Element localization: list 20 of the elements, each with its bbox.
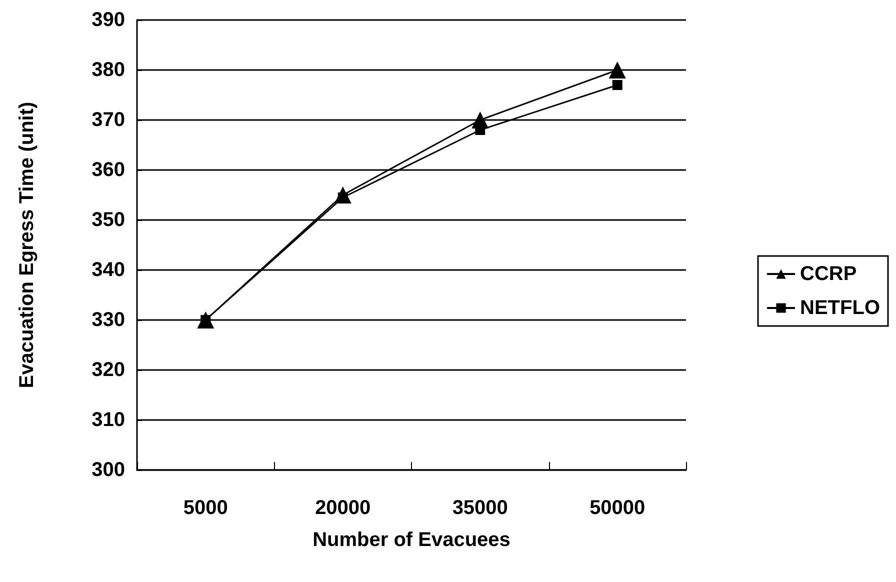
point: [608, 62, 626, 78]
x-tick-label: 50000: [590, 497, 646, 519]
y-tick-label: 340: [92, 259, 125, 281]
point: [612, 80, 622, 90]
y-axis-title: Evacuation Egress Time (unit): [16, 102, 38, 388]
x-tick-label: 5000: [183, 497, 228, 519]
x-tick-label: 35000: [452, 497, 508, 519]
y-tick-label: 390: [92, 9, 125, 31]
y-tick-label: 370: [92, 109, 125, 131]
x-tick-label: 20000: [315, 497, 371, 519]
legend-label: CCRP: [800, 263, 857, 285]
y-tick-label: 320: [92, 359, 125, 381]
y-tick-label: 330: [92, 309, 125, 331]
y-tick-label: 300: [92, 459, 125, 481]
y-tick-label: 380: [92, 59, 125, 81]
y-tick-label: 360: [92, 159, 125, 181]
y-tick-label: 310: [92, 409, 125, 431]
legend-label: NETFLO: [800, 297, 880, 319]
y-tick-label: 350: [92, 209, 125, 231]
x-axis-title: Number of Evacuees: [312, 529, 510, 551]
